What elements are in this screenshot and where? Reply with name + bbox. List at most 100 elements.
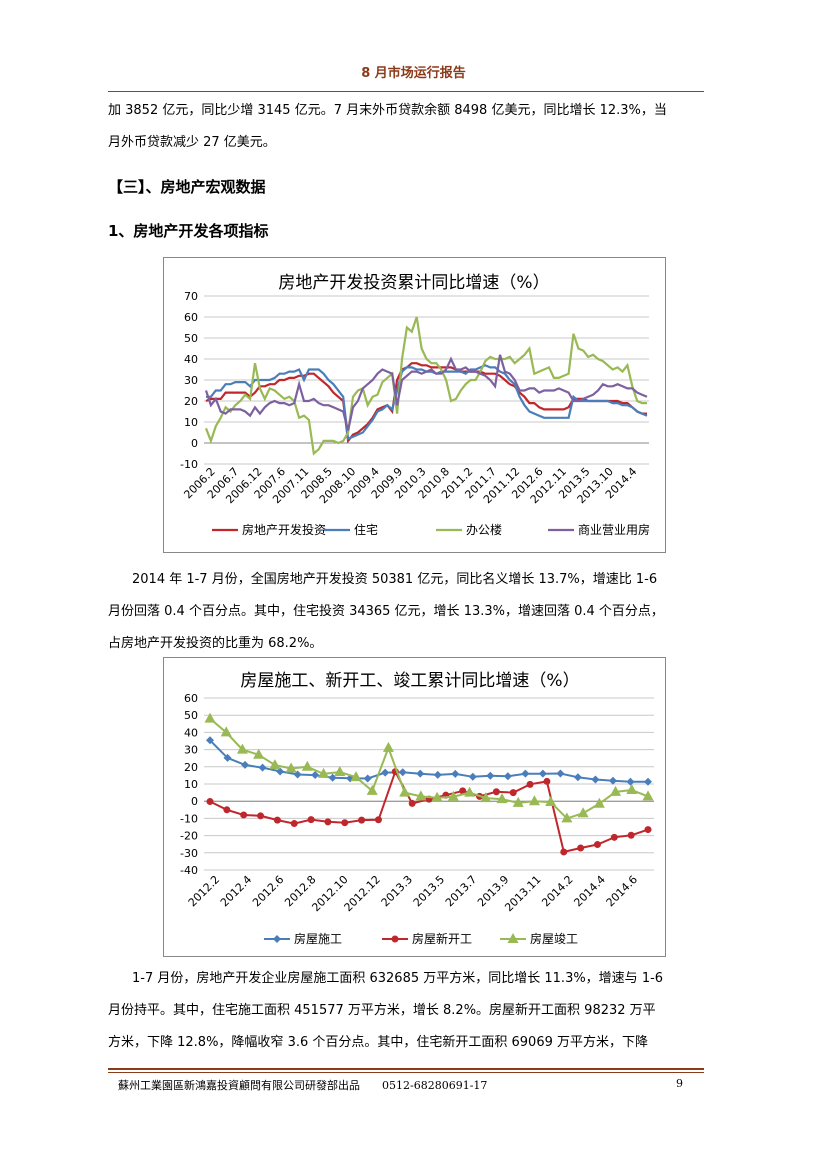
- data-point-2: [560, 848, 568, 856]
- data-point-2: [240, 811, 248, 819]
- page-number: 9: [676, 1077, 683, 1090]
- data-point-3: [301, 760, 313, 771]
- data-point-1: [276, 767, 285, 776]
- data-point-3: [366, 784, 378, 795]
- footer-rule: [108, 1068, 704, 1070]
- data-point-1: [644, 777, 652, 786]
- footer-rule-thin: [108, 1072, 704, 1073]
- data-point-3: [593, 797, 605, 808]
- y-tick-label: -40: [180, 864, 198, 877]
- x-tick-label: 2014.2: [539, 873, 575, 909]
- y-tick-label: 50: [184, 332, 198, 345]
- y-tick-label: -20: [180, 830, 198, 843]
- investment-chart-svg: 房地产开发投资累计同比增速（%）-100102030405060702006.2…: [180, 273, 650, 537]
- data-point-3: [334, 765, 346, 776]
- data-point-2: [374, 816, 382, 824]
- data-point-2: [307, 816, 315, 824]
- data-point-1: [398, 768, 407, 777]
- y-tick-label: 50: [184, 709, 198, 722]
- paragraph-line: 占房地产开发投资的比重为 68.2%。: [108, 636, 323, 651]
- y-tick-label: -30: [180, 847, 198, 860]
- chart-title: 房地产开发投资累计同比增速（%）: [278, 273, 549, 293]
- data-point-1: [241, 760, 250, 769]
- investment-chart: 房地产开发投资累计同比增速（%） -10 0 10 20 30 40 50 60 70 2006.2…: [163, 257, 666, 553]
- data-point-3: [399, 786, 411, 797]
- section-heading: 【三】、房地产宏观数据: [108, 178, 266, 196]
- y-tick-label: -10: [180, 812, 198, 825]
- paragraph-line: 月份持平。其中，住宅施工面积 451577 万平方米，增长 8.2%。房屋新开工…: [108, 1003, 656, 1018]
- data-point-3: [626, 784, 638, 795]
- y-tick-label: 60: [184, 692, 198, 705]
- data-point-3: [382, 741, 394, 752]
- x-tick-label: 2014.4: [571, 873, 607, 909]
- y-tick-label: 20: [184, 395, 198, 408]
- data-point-1: [538, 769, 547, 778]
- series-line-4: [204, 354, 648, 431]
- data-point-1: [328, 773, 337, 782]
- legend-label-2: 房屋新开工: [412, 931, 472, 946]
- data-point-1: [433, 770, 442, 779]
- data-point-1: [503, 772, 512, 781]
- subsection-heading: 1、房地产开发各项指标: [108, 222, 269, 240]
- x-tick-label: 2013.7: [443, 873, 479, 909]
- x-tick-label: 2012.4: [218, 873, 254, 909]
- data-point-2: [610, 833, 618, 841]
- footer-company: 蘇州工業園區新鴻嘉投資顧問有限公司研發部出品 0512-68280691-17: [118, 1079, 488, 1092]
- paragraph-line: 2014 年 1-7 月份，全国房地产开发投资 50381 亿元，同比名义增长 …: [132, 572, 658, 587]
- data-point-1: [223, 753, 232, 762]
- data-point-1: [608, 776, 617, 785]
- y-tick-label: 30: [184, 744, 198, 757]
- legend-marker: [273, 935, 281, 943]
- data-point-3: [496, 793, 508, 804]
- paragraph-line: 1-7 月份，房地产开发企业房屋施工面积 632685 万平方米，同比增长 11…: [132, 971, 664, 986]
- y-tick-label: 0: [191, 437, 198, 450]
- data-point-3: [512, 796, 524, 807]
- data-point-3: [447, 790, 459, 801]
- y-tick-label: 10: [184, 778, 198, 791]
- data-point-2: [223, 806, 231, 814]
- data-point-3: [577, 807, 589, 818]
- series-line-3: [209, 717, 649, 820]
- data-point-2: [290, 820, 298, 828]
- legend-label-4: 商业营业用房: [578, 522, 650, 537]
- data-point-1: [468, 772, 477, 781]
- data-point-1: [573, 773, 582, 782]
- data-point-2: [644, 826, 652, 834]
- data-point-1: [206, 736, 214, 745]
- paragraph-construction: 1-7 月份，房地产开发企业房屋施工面积 632685 万平方米，同比增长 11…: [108, 963, 700, 1059]
- legend-label-2: 住宅: [354, 522, 378, 537]
- data-point-2: [492, 788, 500, 796]
- paragraph-investment: 2014 年 1-7 月份，全国房地产开发投资 50381 亿元，同比名义增长 …: [108, 564, 700, 660]
- data-point-3: [431, 791, 443, 802]
- data-point-1: [258, 763, 267, 772]
- paragraph-line: 月外币贷款减少 27 亿美元。: [108, 135, 276, 150]
- data-point-2: [206, 798, 214, 806]
- data-point-3: [285, 762, 297, 773]
- data-point-1: [293, 770, 302, 779]
- x-tick-label: 2012.2: [186, 873, 222, 909]
- y-tick-label: -10: [180, 458, 198, 471]
- data-point-2: [509, 789, 517, 797]
- legend-marker: [391, 935, 399, 943]
- paragraph-line: 月份回落 0.4 个百分点。其中，住宅投资 34365 亿元，增长 13.3%，…: [108, 604, 664, 619]
- data-point-2: [627, 831, 635, 839]
- legend-label-3: 房屋竣工: [530, 931, 578, 946]
- y-tick-label: 0: [191, 795, 198, 808]
- paragraph-line: 加 3852 亿元，同比少增 3145 亿元。7 月末外币贷款余额 8498 亿…: [108, 103, 667, 118]
- paragraph-line: 方米，下降 12.8%，降幅收窄 3.6 个百分点。其中，住宅新开工面积 690…: [108, 1035, 648, 1050]
- data-point-2: [408, 799, 416, 807]
- data-point-3: [350, 771, 362, 782]
- data-point-1: [556, 769, 565, 778]
- construction-chart-svg: 房屋施工、新开工、竣工累计同比增速（%） -40 -30 -20 -10 0 10 20 30 4…: [180, 671, 654, 946]
- data-point-3: [415, 790, 427, 801]
- data-point-1: [416, 769, 425, 778]
- data-point-2: [543, 777, 551, 785]
- y-tick-label: 70: [184, 290, 198, 303]
- legend-label-1: 房地产开发投资: [242, 522, 326, 537]
- report-header-title: 8 月市场运行报告: [361, 66, 466, 81]
- series-line-3: [204, 316, 647, 456]
- data-point-1: [363, 774, 372, 783]
- data-point-3: [528, 795, 540, 806]
- legend-label-1: 房屋施工: [294, 931, 342, 946]
- data-point-3: [545, 796, 557, 807]
